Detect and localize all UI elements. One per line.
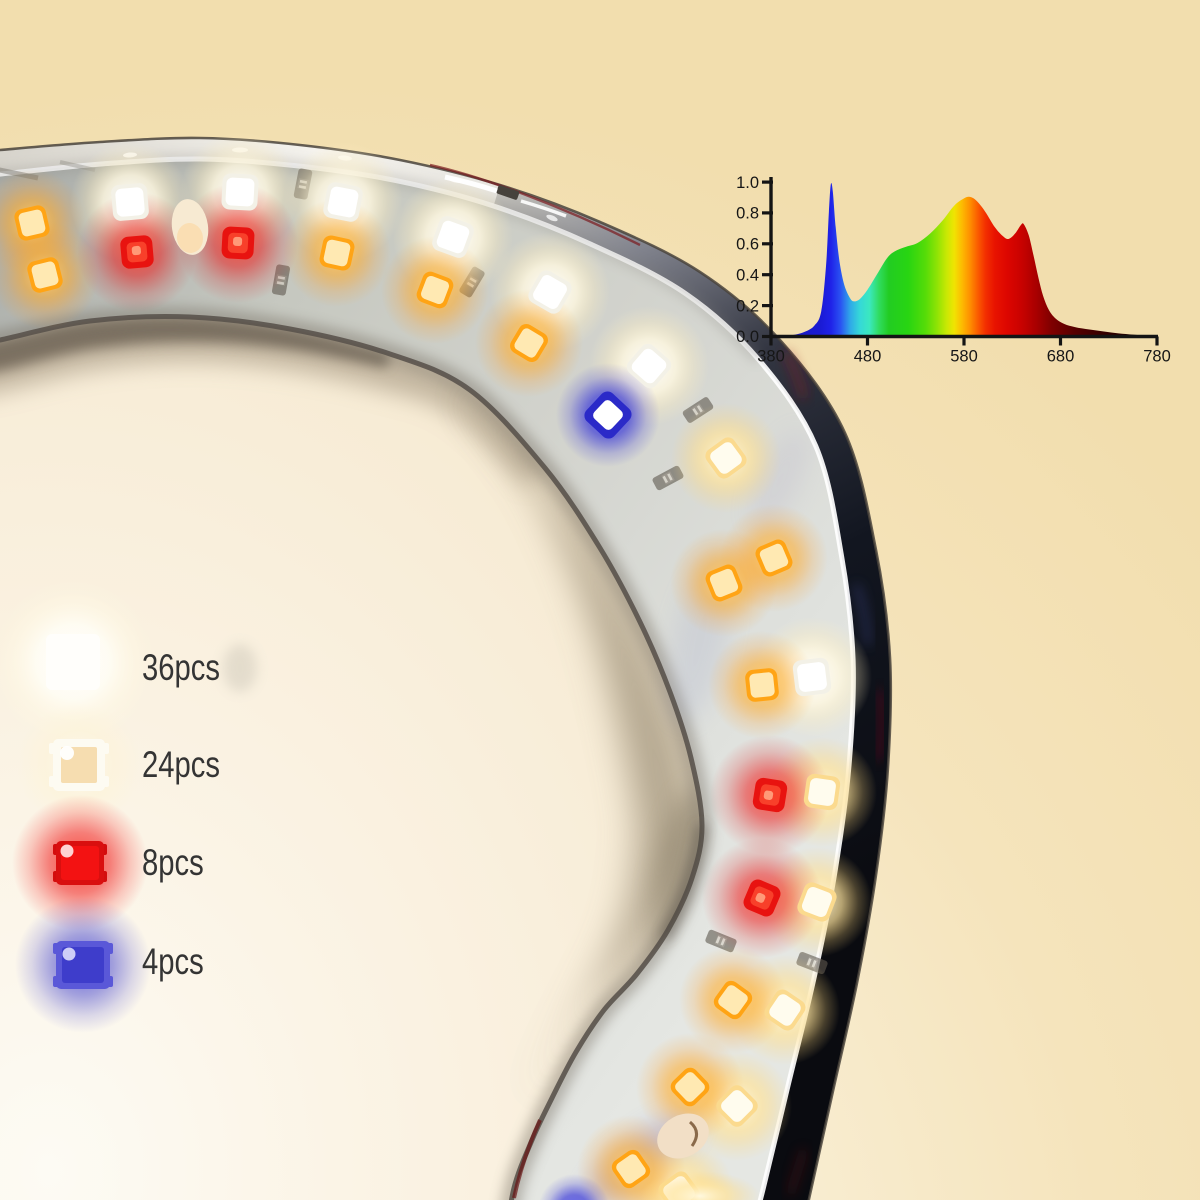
svg-text:24pcs: 24pcs	[142, 745, 220, 786]
svg-text:0.8: 0.8	[736, 205, 759, 223]
svg-text:680: 680	[1047, 348, 1075, 366]
svg-text:4pcs: 4pcs	[142, 942, 204, 983]
svg-text:0.0: 0.0	[736, 328, 759, 346]
svg-text:780: 780	[1143, 348, 1171, 366]
svg-text:480: 480	[854, 348, 882, 366]
svg-text:380: 380	[757, 348, 785, 366]
svg-text:0.6: 0.6	[736, 236, 759, 254]
svg-text:0.2: 0.2	[736, 297, 759, 315]
svg-text:580: 580	[950, 348, 978, 366]
svg-text:8pcs: 8pcs	[142, 843, 204, 884]
svg-text:0.4: 0.4	[736, 266, 759, 284]
svg-text:36pcs: 36pcs	[142, 648, 220, 689]
svg-text:1.0: 1.0	[736, 174, 759, 192]
